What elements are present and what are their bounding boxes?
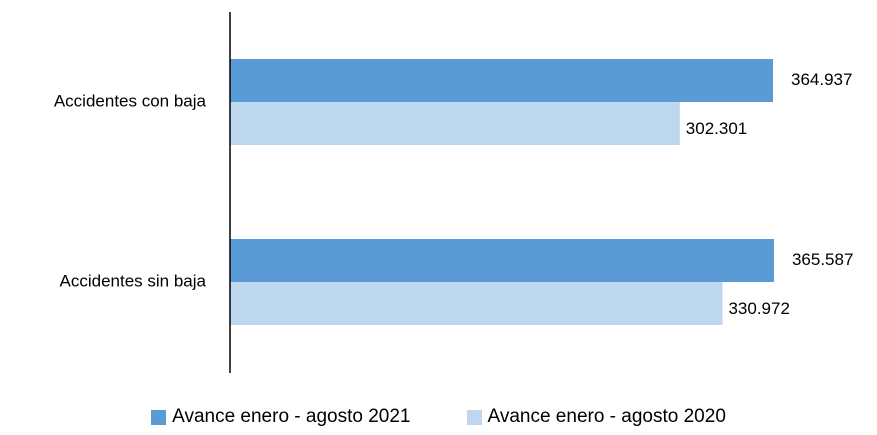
bar [230,59,773,102]
chart-plot: Accidentes con baja 364.937 302.301 Acciden… [54,12,853,373]
legend-label-2021: Avance enero - agosto 2021 [172,406,411,427]
data-label: 364.937 [791,70,852,89]
legend: Avance enero - agosto 2021 Avance enero … [0,406,877,428]
bar [230,282,723,325]
legend-swatch-2020 [466,409,482,425]
data-label: 330.972 [728,299,789,318]
data-label: 365.587 [792,250,853,269]
category-label: Accidentes sin baja [60,271,207,290]
bar [230,239,774,282]
bar [230,102,680,145]
legend-label-2020: Avance enero - agosto 2020 [487,406,726,427]
data-label: 302.301 [686,119,747,138]
legend-item-2020: Avance enero - agosto 2020 [466,406,726,428]
category-label: Accidentes con baja [54,91,207,110]
legend-swatch-2021 [151,409,167,425]
legend-item-2021: Avance enero - agosto 2021 [151,406,411,428]
